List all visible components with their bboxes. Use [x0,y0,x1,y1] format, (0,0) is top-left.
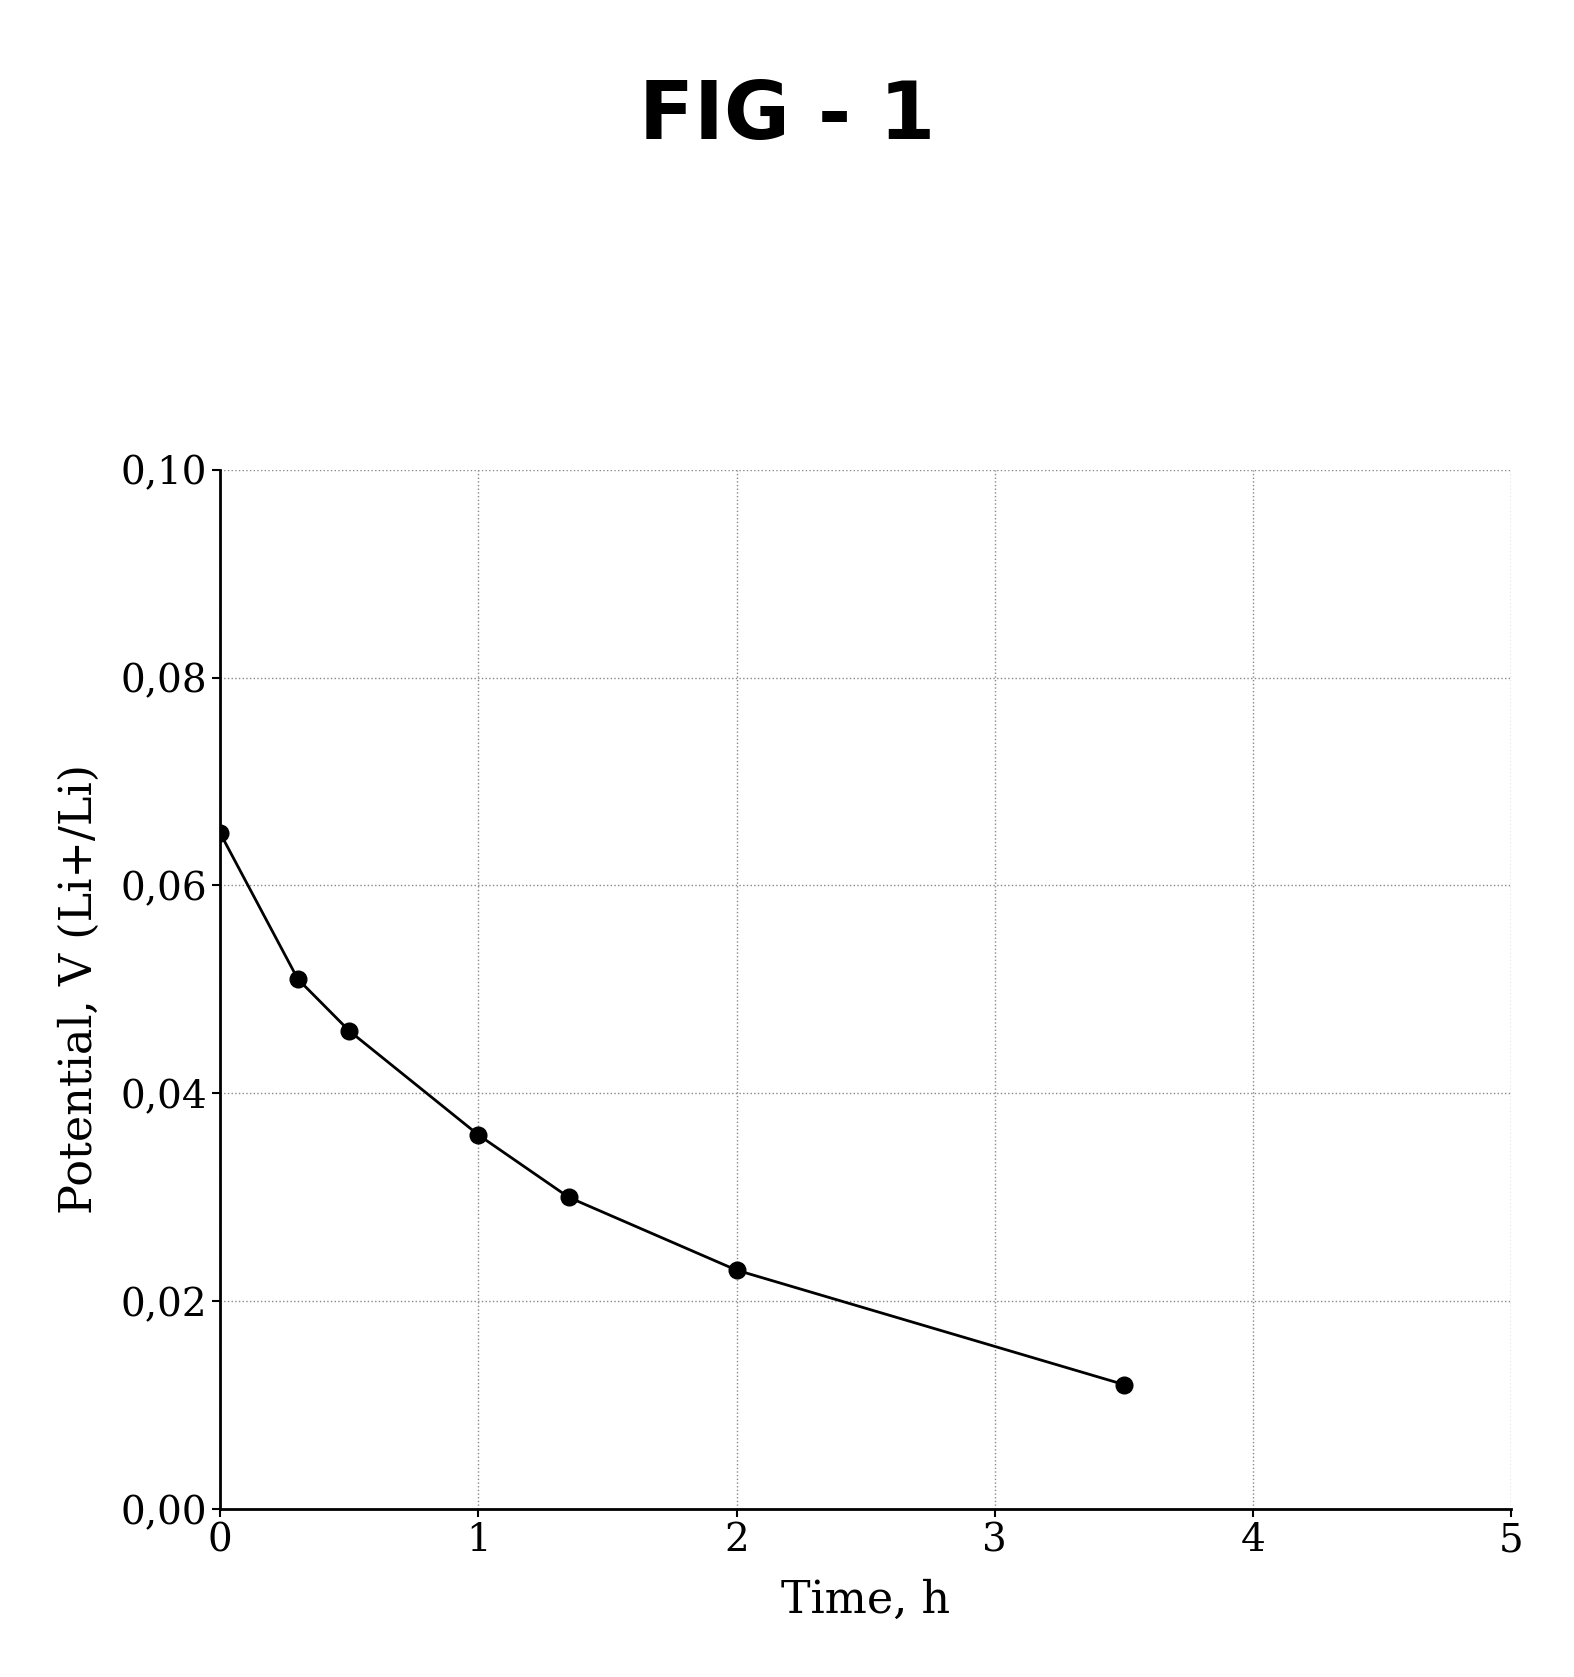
Y-axis label: Potential, V (Li+/Li): Potential, V (Li+/Li) [58,765,101,1214]
X-axis label: Time, h: Time, h [781,1580,951,1622]
Text: FIG - 1: FIG - 1 [639,79,935,156]
